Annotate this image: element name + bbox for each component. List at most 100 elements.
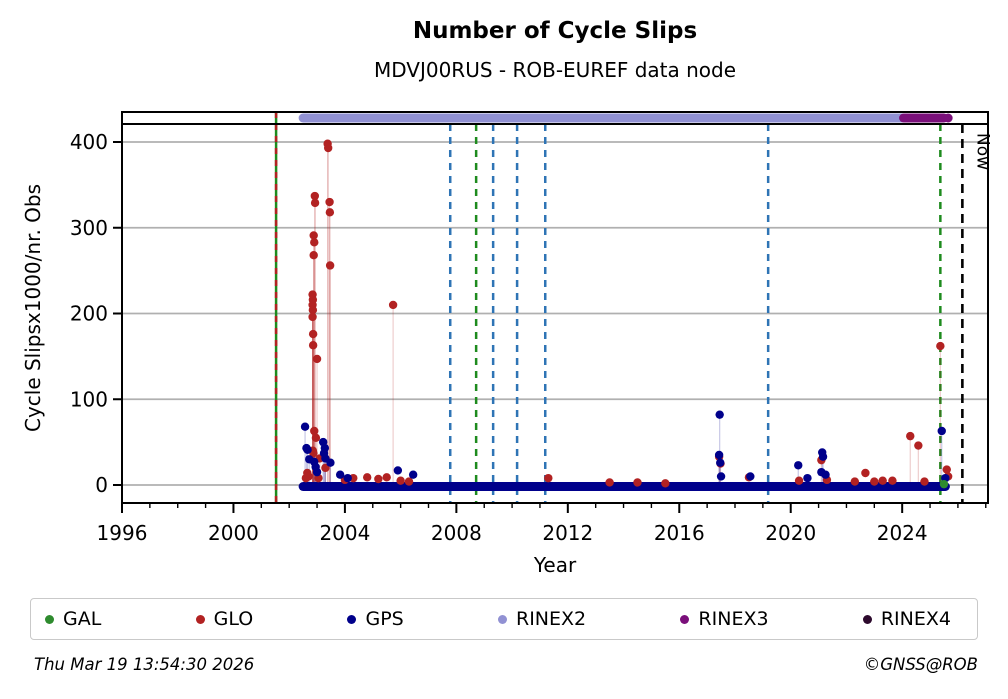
data-point-gps	[408, 470, 418, 479]
data-point-glo	[325, 208, 335, 217]
y-tick-label: 100	[70, 387, 108, 411]
data-point-glo	[878, 476, 887, 485]
legend-item-gal: GAL	[45, 608, 101, 630]
legend-label: RINEX2	[516, 608, 587, 630]
data-point-glo	[906, 431, 915, 441]
y-tick-label: 0	[95, 473, 108, 497]
x-tick-label: 2012	[542, 521, 593, 545]
data-point-gps	[312, 467, 322, 477]
data-point-gps	[818, 452, 828, 461]
x-tick-label: 2020	[765, 521, 816, 545]
rinex4-dot-icon	[862, 614, 872, 624]
data-point-gps	[715, 410, 724, 419]
legend: GAL GLO GPS RINEX2 RINEX3 RINEX4	[30, 598, 978, 640]
data-point-glo	[936, 341, 945, 351]
plot-frame	[121, 111, 989, 504]
data-point-glo	[942, 465, 951, 474]
data-point-gps	[335, 470, 345, 479]
legend-item-gps: GPS	[347, 608, 404, 630]
availability-dot-rinex3	[943, 113, 953, 123]
data-point-glo	[794, 476, 804, 485]
chart-subtitle: MDVJ00RUS - ROB-EUREF data node	[373, 58, 737, 82]
data-point-glo	[309, 231, 318, 240]
data-point-gps	[821, 470, 830, 479]
data-point-glo	[914, 441, 923, 450]
y-tick-label: 200	[70, 302, 108, 326]
legend-label: RINEX3	[698, 608, 769, 630]
legend-label: GAL	[63, 608, 102, 630]
x-tick-label: 1996	[97, 521, 148, 545]
data-point-gps	[937, 426, 946, 436]
data-point-glo	[311, 433, 321, 443]
data-point-gps	[326, 458, 335, 467]
y-tick-label: 400	[70, 130, 108, 154]
data-point-gps	[716, 458, 725, 467]
data-point-glo	[310, 191, 320, 201]
data-point-glo	[301, 473, 311, 483]
data-point-glo	[661, 479, 670, 488]
legend-label: RINEX4	[880, 608, 951, 630]
chart-title: Number of Cycle Slips	[412, 18, 698, 44]
data-point-gps	[716, 472, 726, 481]
gps-dot-icon	[347, 614, 357, 624]
data-point-glo	[310, 238, 319, 247]
legend-item-rinex3: RINEX3	[680, 608, 769, 630]
data-point-gps	[300, 422, 310, 431]
data-point-gps	[393, 466, 403, 475]
data-point-glo	[374, 474, 383, 484]
data-point-gps	[803, 473, 812, 483]
data-point-glo	[544, 473, 553, 483]
data-point-glo	[396, 476, 405, 485]
data-point-gps	[303, 445, 312, 455]
x-axis-label: Year	[533, 553, 577, 577]
now-label: Now	[972, 133, 992, 170]
data-point-glo	[605, 478, 614, 487]
y-tick-label: 300	[70, 216, 108, 240]
data-point-glo	[310, 426, 319, 436]
data-point-glo	[888, 476, 897, 485]
data-point-glo	[310, 198, 320, 208]
data-point-glo	[308, 329, 318, 339]
credit-text: ©GNSS@ROB	[863, 655, 978, 674]
data-point-glo	[388, 300, 398, 310]
glo-dot-icon	[195, 614, 205, 624]
legend-label: GLO	[213, 608, 254, 630]
rinex3-dot-icon	[680, 614, 690, 624]
legend-label: GPS	[365, 608, 404, 630]
chart-plot: Now 0 100 200 300 400 1996 2000 2004 2008 2012 2016…	[70, 111, 992, 545]
data-point-glo	[309, 250, 318, 260]
data-point-gps	[794, 461, 803, 470]
data-point-glo	[308, 312, 317, 322]
x-tick-label: 2004	[319, 521, 370, 545]
data-point-glo	[920, 477, 929, 486]
x-tick-label: 2016	[654, 521, 705, 545]
x-tick-label: 2008	[431, 521, 482, 545]
data-point-glo	[861, 468, 870, 478]
data-point-glo	[325, 197, 334, 207]
data-point-glo	[325, 261, 335, 270]
data-point-glo	[321, 463, 330, 473]
rinex2-dot-icon	[498, 614, 507, 624]
data-point-glo	[850, 477, 860, 486]
data-point-gps	[746, 472, 755, 481]
data-point-glo	[308, 305, 318, 315]
data-point-glo	[870, 477, 879, 486]
x-tick-label: 2000	[208, 521, 259, 545]
gal-dot-icon	[45, 614, 54, 624]
data-point-glo	[323, 143, 333, 153]
legend-item-rinex4: RINEX4	[862, 608, 951, 630]
data-point-glo	[312, 354, 322, 364]
data-point-gps	[343, 473, 352, 483]
legend-item-rinex2: RINEX2	[498, 608, 586, 630]
data-point-gal	[939, 479, 949, 489]
legend-item-glo: GLO	[195, 608, 254, 630]
generation-timestamp: Thu Mar 19 13:54:30 2026	[34, 655, 255, 674]
data-point-glo	[362, 473, 372, 482]
data-point-glo	[404, 477, 414, 486]
data-point-glo	[382, 473, 391, 482]
data-point-glo	[633, 478, 642, 487]
data-point-gps	[714, 450, 724, 460]
x-tick-label: 2024	[877, 521, 928, 545]
data-point-glo	[308, 341, 318, 350]
